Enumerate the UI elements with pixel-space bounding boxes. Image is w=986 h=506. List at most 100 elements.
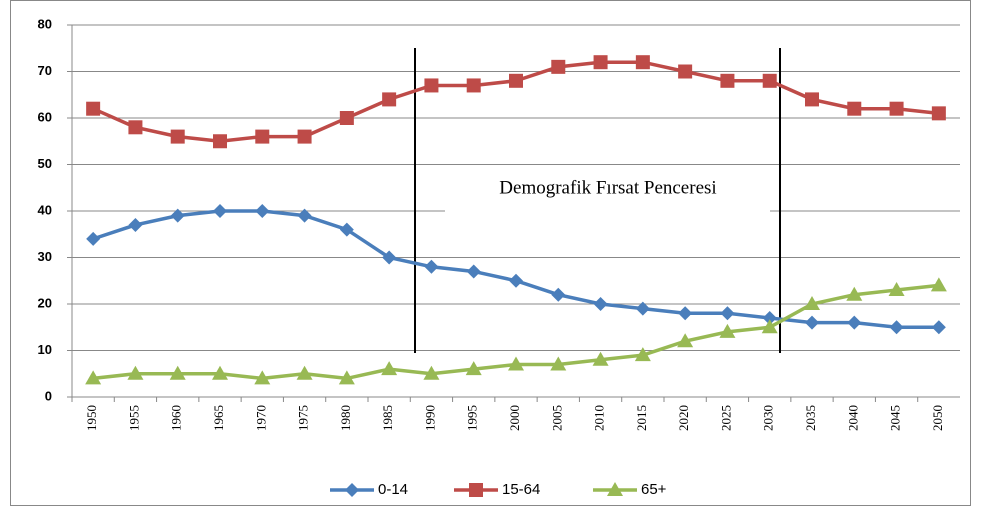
marker — [85, 370, 102, 385]
grid — [67, 24, 960, 402]
x-tick-label: 1995 — [465, 405, 480, 431]
marker — [889, 320, 904, 335]
marker — [635, 301, 650, 316]
y-tick-label: 20 — [38, 295, 52, 310]
marker — [169, 365, 186, 380]
marker — [424, 78, 439, 93]
y-tick-label: 60 — [38, 109, 52, 124]
marker — [678, 64, 693, 79]
x-tick-label: 2045 — [888, 405, 903, 431]
marker — [466, 264, 481, 279]
x-tick-label: 1950 — [84, 405, 99, 431]
marker — [469, 483, 483, 497]
marker — [465, 361, 482, 376]
y-tick-label: 10 — [38, 342, 52, 357]
x-tick-label: 1965 — [211, 405, 226, 431]
marker — [86, 231, 101, 246]
marker — [677, 333, 694, 348]
marker — [509, 73, 523, 88]
marker — [338, 370, 355, 385]
x-tick-label: 2015 — [634, 405, 649, 431]
marker — [635, 55, 650, 70]
marker — [847, 101, 862, 116]
marker — [297, 129, 312, 144]
marker — [466, 78, 481, 93]
x-tick-label: 1985 — [380, 405, 395, 431]
legend-label: 65+ — [641, 481, 667, 498]
marker — [889, 101, 904, 116]
marker — [761, 319, 778, 334]
marker — [509, 273, 523, 288]
x-tick-label: 1960 — [169, 405, 184, 431]
marker — [762, 73, 777, 88]
x-tick-label: 1970 — [253, 405, 268, 431]
x-tick-label: 1990 — [422, 405, 437, 431]
marker — [846, 286, 863, 301]
marker — [423, 365, 440, 380]
marker — [593, 297, 608, 311]
x-tick-label: 1975 — [296, 405, 311, 431]
marker — [339, 111, 354, 125]
marker — [128, 120, 143, 135]
marker — [607, 482, 623, 496]
marker — [424, 259, 439, 274]
annotation: Demografik Fırsat Penceresi — [499, 177, 716, 198]
marker — [212, 365, 228, 380]
marker — [86, 101, 101, 116]
marker — [170, 208, 185, 223]
x-tick-label: 2000 — [507, 405, 522, 431]
marker — [592, 351, 609, 366]
marker — [255, 129, 270, 144]
x-tick-label: 2010 — [592, 405, 607, 431]
annotation-box — [445, 165, 770, 213]
marker — [381, 361, 398, 376]
marker — [847, 315, 862, 330]
marker — [593, 55, 608, 70]
marker — [720, 306, 735, 321]
marker — [213, 204, 227, 218]
x-tick-label: 2035 — [803, 405, 818, 431]
marker — [762, 310, 777, 325]
y-tick-label: 70 — [38, 63, 52, 78]
marker — [382, 250, 397, 265]
y-tick-label: 80 — [38, 16, 52, 31]
legend-label: 0-14 — [378, 481, 408, 498]
marker — [678, 306, 693, 321]
marker — [345, 483, 359, 497]
y-tick-label: 40 — [38, 202, 52, 217]
marker — [382, 92, 397, 107]
marker — [128, 217, 143, 232]
x-tick-label: 1955 — [126, 405, 141, 431]
marker — [634, 347, 651, 362]
marker — [805, 92, 819, 107]
marker — [339, 222, 354, 237]
x-tick-label: 1980 — [338, 405, 353, 431]
marker — [888, 282, 905, 297]
marker — [127, 365, 144, 380]
marker — [719, 323, 736, 338]
marker — [804, 296, 820, 310]
x-tick-label: 2030 — [761, 405, 776, 431]
marker — [550, 356, 567, 371]
marker — [720, 73, 735, 88]
marker — [296, 365, 313, 380]
x-tick-label: 2025 — [718, 405, 733, 431]
marker — [508, 356, 524, 371]
marker — [931, 106, 946, 121]
x-tick-label: 2005 — [549, 405, 564, 431]
marker — [551, 287, 566, 302]
marker — [551, 59, 566, 74]
chart-frame — [10, 0, 971, 506]
x-tick-label: 2040 — [845, 405, 860, 431]
y-tick-label: 50 — [38, 156, 52, 171]
x-tick-label: 2050 — [930, 405, 945, 431]
marker — [930, 277, 947, 292]
marker — [931, 320, 946, 335]
marker — [297, 208, 312, 223]
x-tick-label: 2020 — [676, 405, 691, 431]
y-tick-label: 30 — [38, 249, 52, 264]
marker — [170, 129, 185, 144]
marker — [805, 315, 819, 330]
y-tick-label: 0 — [45, 388, 52, 403]
